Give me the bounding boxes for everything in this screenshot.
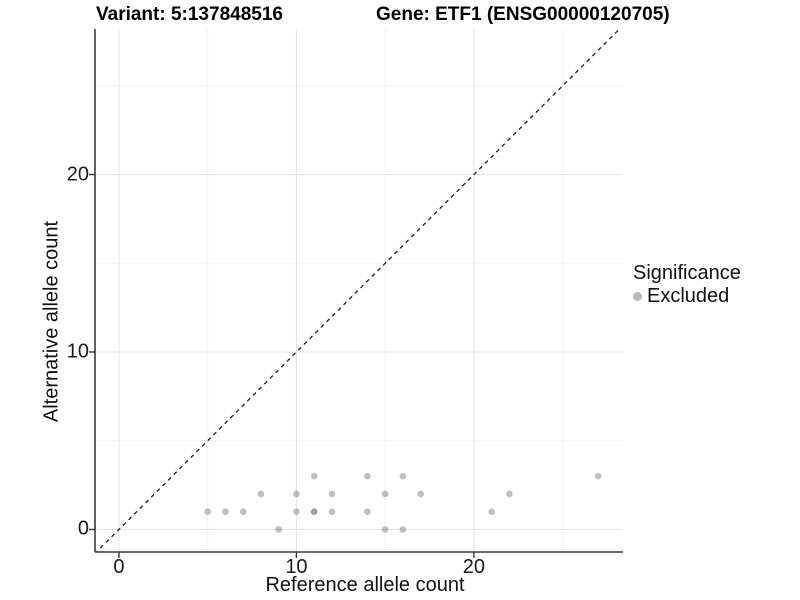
legend: Significance Excluded xyxy=(633,261,741,307)
data-point xyxy=(381,526,389,533)
data-point xyxy=(310,508,318,516)
y-tick-label: 20 xyxy=(66,163,89,186)
legend-point-icon xyxy=(633,291,642,301)
x-tick-label: 10 xyxy=(285,556,308,578)
data-point xyxy=(506,490,513,498)
data-point xyxy=(310,472,318,480)
identity-dashed-line xyxy=(95,29,621,552)
legend-item-excluded: Excluded xyxy=(633,285,741,307)
x-axis-label: Reference allele count xyxy=(265,574,465,596)
data-point xyxy=(399,472,407,480)
data-point xyxy=(293,508,300,516)
x-tick-label: 20 xyxy=(462,556,486,578)
data-point xyxy=(364,508,371,516)
data-point xyxy=(381,490,389,498)
y-axis-label: Alternative allele count xyxy=(40,220,63,423)
y-tick-label: 10 xyxy=(66,340,89,363)
data-point xyxy=(328,490,336,498)
x-tick-label: 0 xyxy=(113,556,125,578)
data-point xyxy=(275,526,282,533)
data-point xyxy=(293,490,300,498)
data-point xyxy=(417,490,424,498)
data-point xyxy=(399,526,407,533)
legend-item-label: Excluded xyxy=(647,285,730,307)
legend-title: Significance xyxy=(633,262,741,284)
plot-title-variant: Variant: 5:137848516 xyxy=(96,4,283,25)
data-point xyxy=(204,508,211,516)
plot-title-gene: Gene: ETF1 (ENSG00000120705) xyxy=(376,4,670,25)
data-point xyxy=(328,508,336,516)
data-point xyxy=(257,490,265,498)
data-point xyxy=(222,508,229,516)
data-point xyxy=(364,472,371,480)
data-point xyxy=(594,472,602,480)
y-tick-label: 0 xyxy=(77,517,89,540)
data-point xyxy=(488,508,495,516)
data-point xyxy=(239,508,247,516)
